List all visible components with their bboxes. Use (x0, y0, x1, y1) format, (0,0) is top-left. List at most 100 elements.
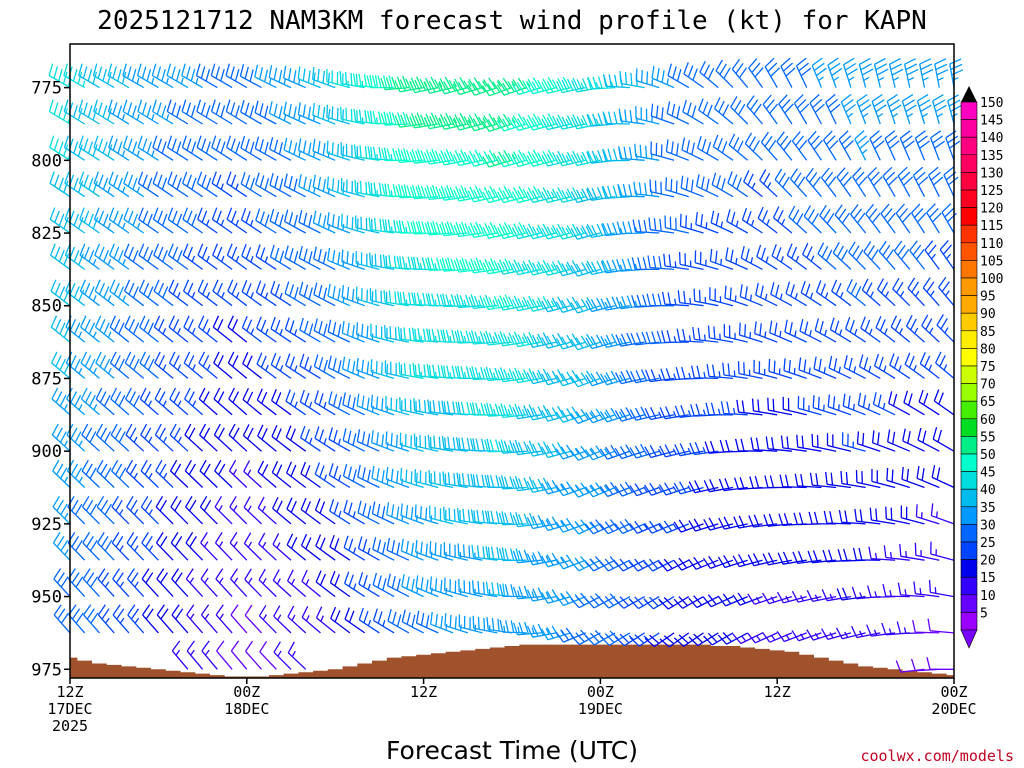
wind-barb (858, 354, 881, 379)
wind-barb (699, 60, 719, 89)
wind-barb (617, 183, 645, 198)
colorbar-label: 120 (980, 202, 1003, 217)
wind-barb (409, 184, 439, 200)
wind-barb (382, 254, 409, 271)
wind-barb (343, 535, 366, 561)
colorbar-swatch (960, 453, 978, 472)
wind-barb (673, 519, 704, 533)
wind-barb (300, 533, 321, 561)
wind-barb (703, 517, 734, 531)
wind-barb (661, 330, 689, 344)
wind-barb (644, 596, 675, 610)
wind-barb (341, 320, 365, 343)
wind-barb (269, 173, 292, 198)
wind-barb (396, 256, 424, 271)
colorbar-swatch (960, 242, 978, 261)
wind-barb (256, 352, 277, 379)
wind-barb (483, 367, 513, 382)
wind-barb (271, 461, 292, 489)
wind-barb (875, 315, 896, 343)
wind-barb (834, 204, 852, 234)
wind-barb (767, 397, 793, 416)
wind-barb (259, 641, 277, 670)
wind-barb (585, 445, 616, 461)
wind-barb (52, 532, 71, 561)
wind-barb (357, 464, 380, 489)
wind-barb (482, 149, 516, 168)
wind-barb (695, 212, 719, 234)
wind-barb (755, 282, 778, 307)
wind-barb (496, 149, 527, 168)
wind-barb (786, 243, 808, 270)
wind-barb (287, 605, 307, 634)
wind-barb (702, 555, 734, 570)
wind-barb (327, 319, 351, 343)
wind-barb (570, 409, 601, 425)
wind-barb (110, 387, 130, 416)
wind-barb (273, 605, 292, 634)
wind-barb (314, 498, 336, 525)
wind-barb (556, 187, 586, 204)
wind-barb (674, 404, 704, 419)
wind-barb (312, 174, 336, 198)
wind-barb (855, 470, 881, 489)
wind-barb (661, 291, 689, 307)
x-axis-label: Forecast Time (UTC) (386, 736, 638, 765)
wind-barb (907, 277, 925, 307)
wind-barb (243, 532, 262, 561)
wind-barb (270, 316, 292, 343)
wind-barb (329, 534, 351, 561)
wind-barb (343, 499, 366, 525)
wind-barb (286, 497, 307, 525)
wind-barb (169, 387, 189, 416)
y-tick-label: 775 (31, 79, 62, 99)
wind-barb (917, 427, 940, 452)
colorbar-swatch (960, 365, 978, 384)
wind-barb (618, 108, 645, 125)
wind-barb (876, 278, 896, 307)
wind-barb (919, 352, 940, 379)
wind-barb (511, 113, 542, 132)
wind-barb (211, 135, 233, 161)
wind-barb (384, 325, 410, 343)
wind-barb (941, 203, 957, 234)
wind-barb (257, 496, 277, 525)
wind-barb (483, 331, 513, 346)
colorbar-swatch (960, 471, 978, 490)
wind-barb (868, 546, 896, 561)
wind-barb (897, 582, 925, 598)
wind-barb (186, 640, 204, 670)
wind-barb (452, 77, 487, 96)
wind-barb (213, 351, 233, 379)
wind-barb (49, 171, 71, 198)
wind-barb (659, 596, 690, 610)
wind-barb (759, 169, 778, 198)
wind-barb (722, 362, 748, 380)
wind-barb (541, 260, 572, 276)
wind-barb (482, 294, 513, 311)
wind-barb (126, 568, 145, 598)
wind-barb (340, 142, 365, 161)
wind-barb (472, 615, 498, 634)
wind-barb (312, 102, 336, 125)
wind-barb (585, 519, 616, 535)
wind-barb (156, 604, 174, 634)
wind-barb (79, 279, 100, 307)
wind-barb (570, 223, 601, 240)
wind-barb (410, 221, 439, 235)
wind-barb (796, 434, 822, 452)
wind-barb (268, 101, 292, 125)
wind-barb (485, 546, 513, 561)
wind-barb (122, 63, 145, 89)
wind-barb (844, 316, 866, 343)
wind-barb (78, 99, 100, 125)
wind-barb (681, 137, 704, 161)
wind-barb (650, 103, 675, 125)
wind-barb (83, 604, 100, 634)
wind-barb (171, 640, 189, 670)
wind-barb (353, 144, 380, 161)
wind-barb (210, 99, 233, 125)
wind-barb (152, 207, 174, 234)
wind-barb (286, 533, 307, 561)
wind-barb (212, 243, 233, 270)
